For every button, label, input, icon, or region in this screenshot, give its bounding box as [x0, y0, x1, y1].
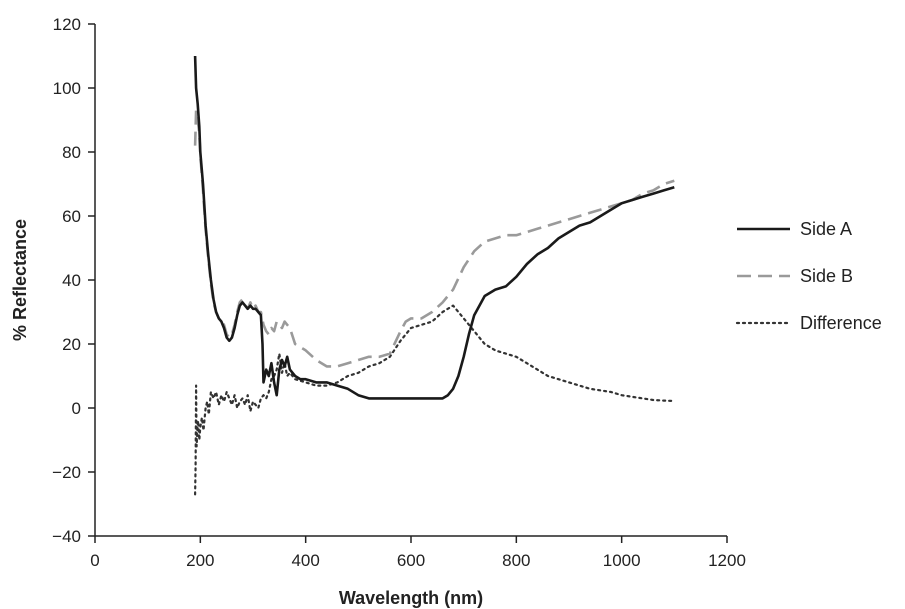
x-tick-label: 600 [397, 551, 425, 570]
y-tick-label: 0 [72, 399, 81, 418]
y-axis-title: % Reflectance [10, 219, 30, 341]
legend-item-difference: Difference [735, 313, 882, 333]
x-ticks: 0 200 400 600 800 1000 1200 [90, 536, 746, 570]
y-tick-label: −20 [52, 463, 81, 482]
x-tick-label: 200 [186, 551, 214, 570]
y-tick-label: 120 [53, 15, 81, 34]
legend: Side A Side B Difference [735, 219, 882, 333]
x-tick-label: 0 [90, 551, 99, 570]
x-axis-title: Wavelength (nm) [339, 588, 483, 608]
y-tick-label: 40 [62, 271, 81, 290]
axes [94, 24, 727, 537]
y-tick-label: −40 [52, 527, 81, 546]
y-tick-label: 60 [62, 207, 81, 226]
x-tick-label: 1200 [708, 551, 746, 570]
legend-item-side-b: Side B [737, 266, 853, 286]
series-line-side-b [193, 109, 675, 368]
x-tick-label: 1000 [603, 551, 641, 570]
series-line-side-a [193, 55, 675, 400]
series-layer [193, 55, 676, 496]
y-ticks: −40 −20 0 20 40 60 80 100 120 [52, 15, 95, 546]
legend-item-side-a: Side A [737, 219, 852, 239]
y-tick-label: 20 [62, 335, 81, 354]
x-tick-label: 800 [502, 551, 530, 570]
legend-label-side-b: Side B [800, 266, 853, 286]
legend-label-difference: Difference [800, 313, 882, 333]
y-tick-label: 100 [53, 79, 81, 98]
y-tick-label: 80 [62, 143, 81, 162]
x-tick-label: 400 [291, 551, 319, 570]
legend-label-side-a: Side A [800, 219, 852, 239]
